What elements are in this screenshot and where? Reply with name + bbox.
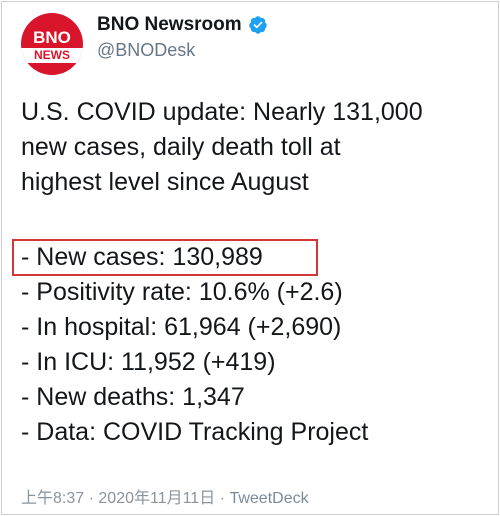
- meta-separator: ·: [219, 490, 225, 507]
- avatar-logo-top: BNO: [33, 28, 71, 47]
- tweet-date[interactable]: 2020年11月11日: [98, 490, 216, 507]
- avatar[interactable]: BNO NEWS: [21, 13, 83, 75]
- stat-new-cases: - New cases: 130,989: [21, 243, 263, 271]
- user-handle[interactable]: @BNODesk: [97, 40, 196, 60]
- stat-in-hospital: - In hospital: 61,964 (+2,690): [21, 313, 342, 341]
- meta-separator: ·: [88, 490, 94, 507]
- avatar-logo-band: [21, 48, 83, 63]
- author-name-row: BNO Newsroom: [97, 13, 268, 37]
- tweet-headline: U.S. COVID update: Nearly 131,000 new ca…: [21, 95, 491, 200]
- headline-line: new cases, daily death toll at: [21, 133, 341, 161]
- headline-line: highest level since August: [21, 168, 309, 196]
- stat-in-icu: - In ICU: 11,952 (+419): [21, 348, 276, 376]
- tweet-source[interactable]: TweetDeck: [229, 490, 309, 507]
- stat-new-deaths: - New deaths: 1,347: [21, 383, 245, 411]
- tweet-meta: 上午8:37 · 2020年11月11日 · TweetDeck: [21, 484, 309, 508]
- tweet-time[interactable]: 上午8:37: [21, 490, 85, 507]
- avatar-logo-bottom: NEWS: [34, 48, 70, 62]
- stat-positivity-rate: - Positivity rate: 10.6% (+2.6): [21, 278, 343, 306]
- new-cases-highlight-box: [12, 239, 318, 276]
- headline-line: U.S. COVID update: Nearly 131,000: [21, 98, 423, 126]
- tweet-stats-list: - New cases: 130,989 - Positivity rate: …: [21, 240, 491, 450]
- verified-badge-icon: [248, 16, 267, 34]
- display-name[interactable]: BNO Newsroom: [97, 14, 242, 35]
- stat-data-source: - Data: COVID Tracking Project: [21, 418, 369, 446]
